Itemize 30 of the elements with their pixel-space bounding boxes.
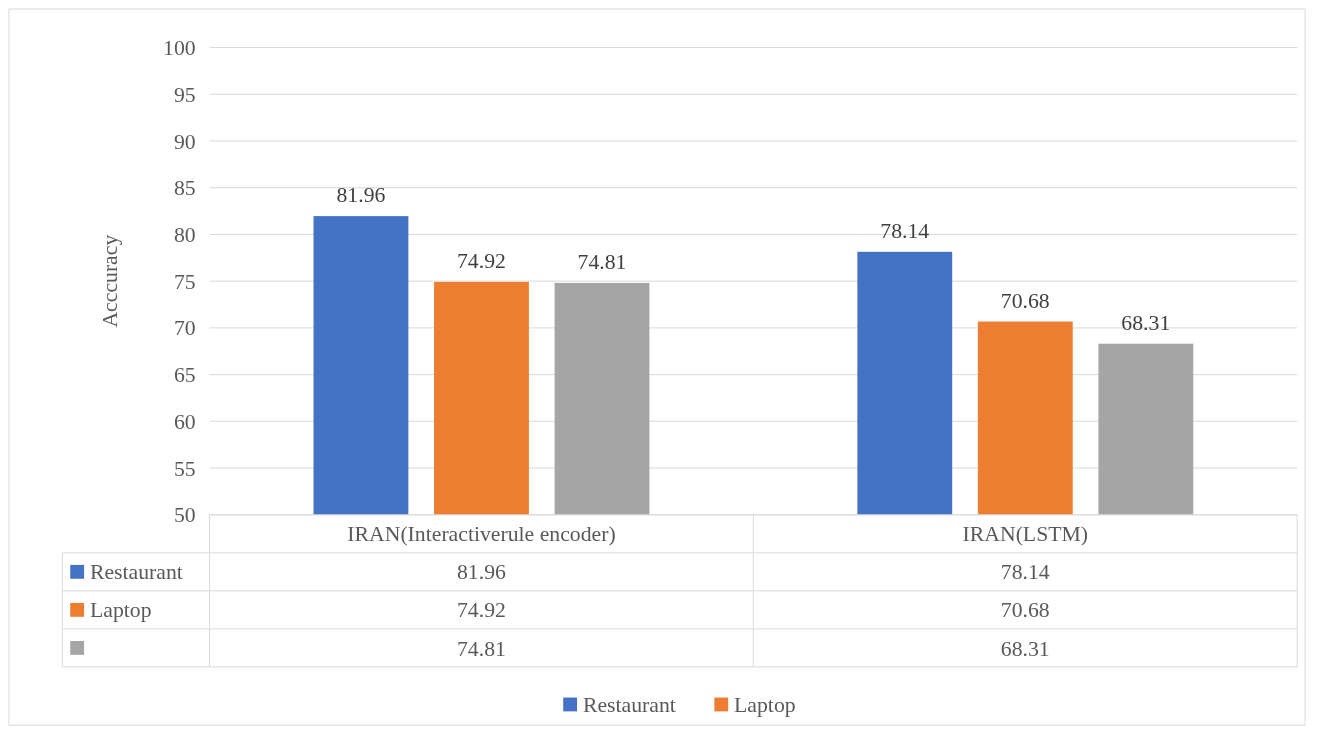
text: 74.92 xyxy=(457,598,506,623)
data-label: 81.96 xyxy=(336,183,386,208)
y-tick-label: 85 xyxy=(174,176,196,201)
y-tick-label: 70 xyxy=(174,316,196,341)
y-tick-label: 95 xyxy=(174,82,196,107)
data-label: 70.68 xyxy=(1000,288,1050,313)
data-label: 68.31 xyxy=(1121,310,1171,335)
data-label: 74.81 xyxy=(577,250,627,275)
y-tick-label: 65 xyxy=(174,363,196,388)
text: Laptop xyxy=(90,598,152,623)
text: 74.81 xyxy=(457,636,506,661)
y-tick-label: 55 xyxy=(174,456,196,481)
x-tick-label: IRAN(Interactiverule encoder) xyxy=(347,522,616,547)
data-label: 78.14 xyxy=(880,218,930,243)
text: 78.14 xyxy=(1000,560,1050,585)
y-tick-label: 90 xyxy=(174,129,196,154)
x-tick-label: IRAN(LSTM) xyxy=(962,522,1089,547)
text: Restaurant xyxy=(582,693,676,718)
legend-label: Restaurant xyxy=(90,560,183,585)
text: 70.68 xyxy=(1000,598,1050,623)
y-tick-label: 50 xyxy=(174,503,196,528)
y-axis-title: Acccuracy xyxy=(97,234,122,328)
y-tick-label: 80 xyxy=(174,223,196,248)
text: 81.96 xyxy=(457,560,507,585)
y-tick-label: 75 xyxy=(174,269,196,294)
y-tick-label: 100 xyxy=(163,36,196,61)
y-tick-label: 60 xyxy=(174,409,196,434)
data-label: 74.92 xyxy=(457,249,506,274)
legend-label: Laptop xyxy=(734,693,796,718)
text: 68.31 xyxy=(1000,636,1050,661)
